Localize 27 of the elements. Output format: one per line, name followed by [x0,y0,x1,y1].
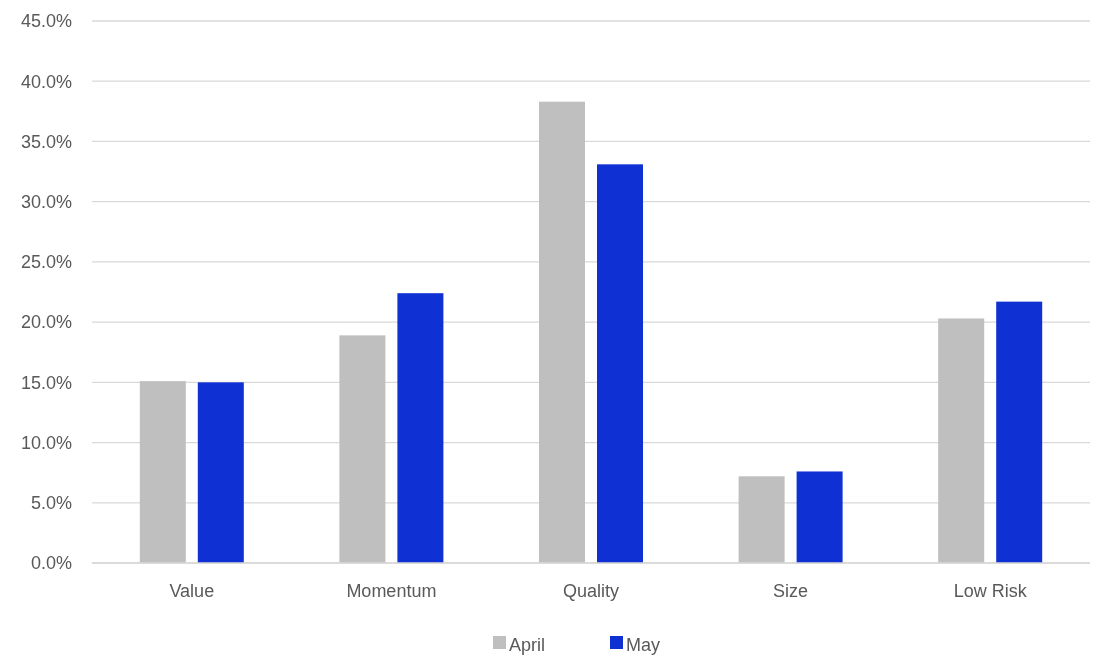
legend-label: May [626,635,661,656]
y-tick-label: 10.0% [20,432,72,453]
x-tick-label: Size [773,581,809,601]
bar [139,381,186,563]
x-tick-label: Quality [562,581,620,601]
y-tick-label: 0.0% [30,553,72,574]
x-tick-label: Momentum [346,581,437,601]
y-tick-label: 15.0% [20,372,72,393]
y-tick-label: 35.0% [20,131,72,152]
bar [539,101,585,563]
bar [738,476,785,563]
y-tick-label: 5.0% [30,493,72,514]
y-tick-label: 40.0% [20,71,72,92]
bar [996,301,1043,563]
bar [597,164,643,563]
legend-label: April [509,635,546,656]
x-tick-label: Value [169,581,215,601]
y-tick-label: 25.0% [20,252,72,273]
bar [796,471,843,563]
bar [938,318,985,563]
x-tick-label: Low Risk [953,581,1028,601]
y-tick-label: 30.0% [20,191,72,212]
bar [339,335,386,563]
y-tick-label: 45.0% [20,11,72,32]
y-tick-label: 20.0% [20,312,72,333]
bar [197,382,244,563]
bar [397,293,444,563]
